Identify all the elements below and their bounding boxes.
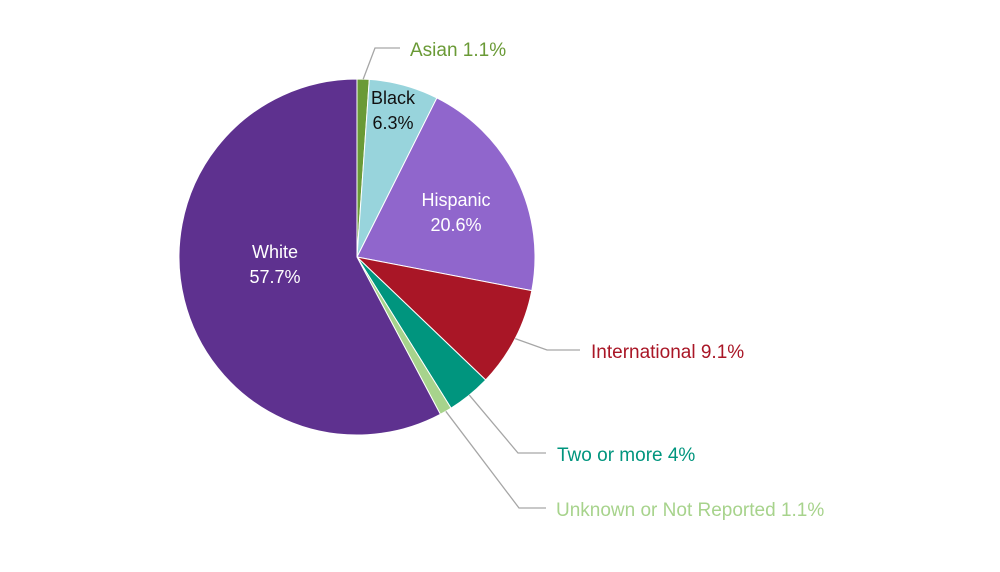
slice-label-white-name: White — [252, 242, 298, 262]
leader-line-international — [514, 337, 580, 351]
slice-label-white-value: 57.7% — [249, 267, 300, 287]
leader-line-asian — [362, 47, 400, 80]
leader-line-two-or-more — [468, 394, 546, 454]
leader-line-unknown-or-not-reported — [445, 410, 546, 509]
slice-label-asian: Asian 1.1% — [410, 40, 506, 61]
slice-label-international: International 9.1% — [591, 342, 744, 363]
pie-slice-international — [355, 256, 533, 381]
slice-label-hispanic-value: 20.6% — [430, 215, 481, 235]
slice-label-unknown-or-not-reported: Unknown or Not Reported 1.1% — [556, 500, 824, 521]
slice-label-hispanic-name: Hispanic — [421, 190, 490, 210]
slice-label-black-name: Black — [371, 88, 416, 108]
pie-labels: Asian 1.1% Black 6.3% Hispanic 20.6% Internat… — [249, 40, 824, 521]
pie-slice-hispanic — [356, 97, 536, 292]
slice-label-two-or-more: Two or more 4% — [557, 445, 695, 466]
pie-slices — [178, 78, 536, 436]
pie-slice-white — [178, 78, 442, 436]
slice-label-black-value: 6.3% — [372, 113, 413, 133]
